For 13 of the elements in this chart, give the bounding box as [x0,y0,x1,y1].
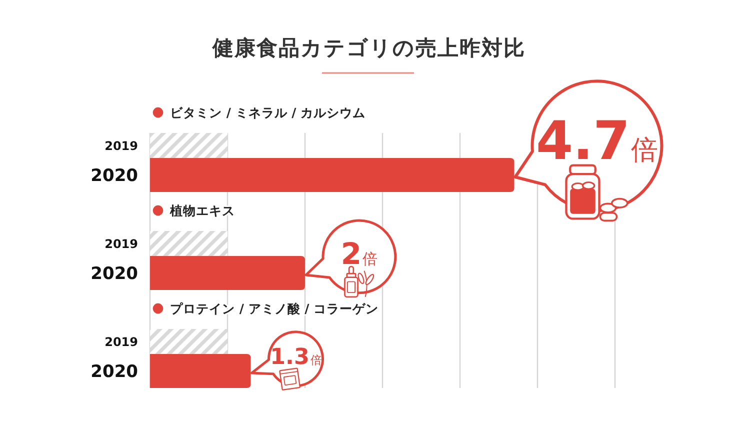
y-tick-label: 植物エキス [169,203,235,218]
series-label: 2019 [104,236,138,251]
series-label: 2020 [90,362,138,382]
series-label: 2019 [104,138,138,153]
data-label: 1.3倍 [270,344,322,370]
data-label: 4.7倍 [536,110,658,172]
series-label: 2020 [90,264,138,284]
chart-title: 健康食品カテゴリの売上昨対比 [212,36,526,60]
y-tick-label: ビタミン / ミネラル / カルシウム [170,105,366,120]
series-label: 2019 [104,334,138,349]
series-label: 2020 [90,166,138,186]
data-label: 2倍 [340,236,378,272]
y-tick-label: プロテイン / アミノ酸 / コラーゲン [170,301,379,316]
